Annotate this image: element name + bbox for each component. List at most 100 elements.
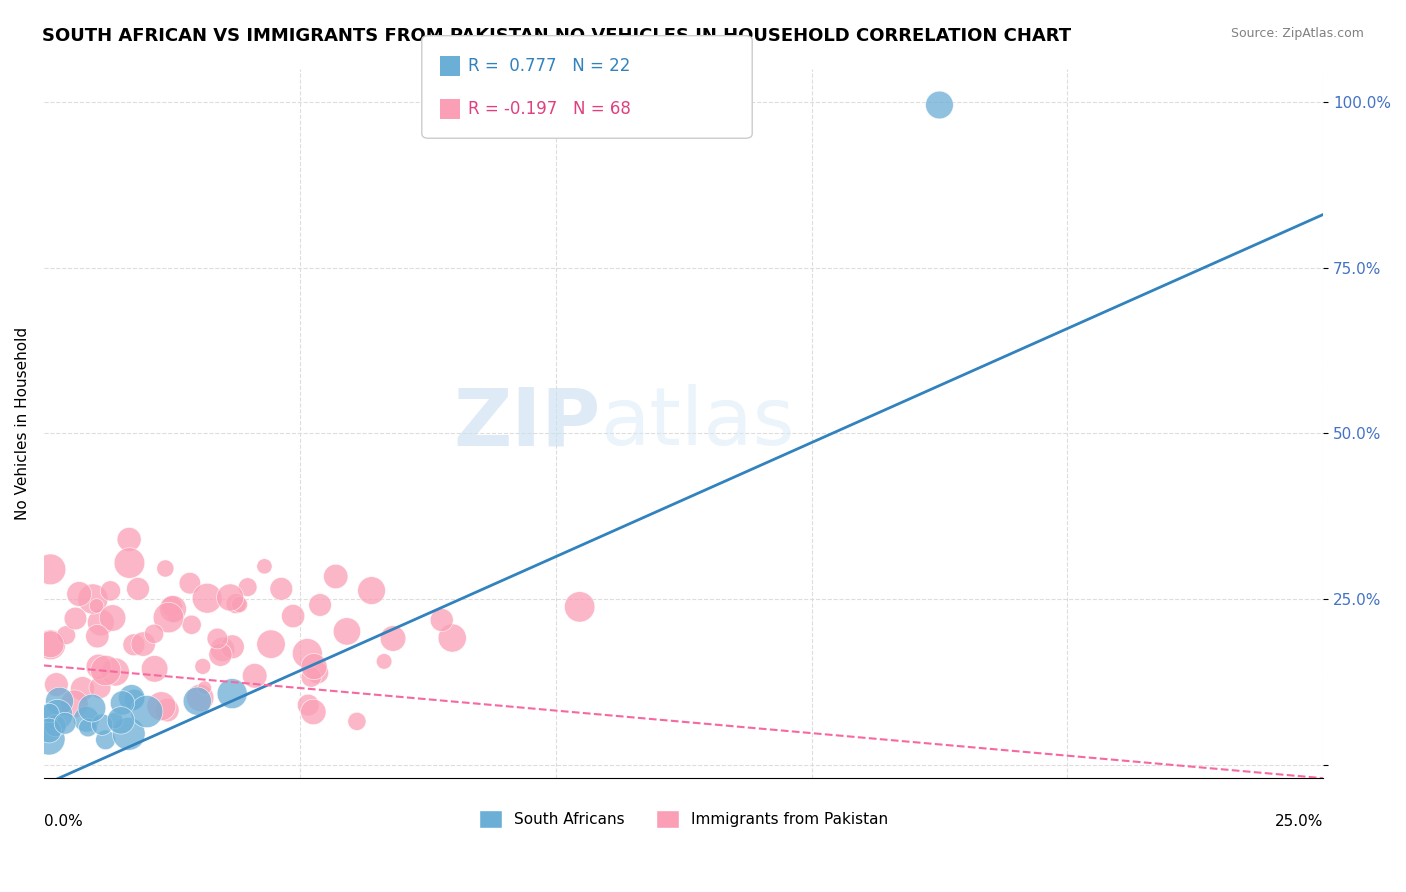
Point <box>121 690 143 705</box>
Point <box>568 599 591 614</box>
Point <box>100 583 122 598</box>
Point <box>180 617 202 632</box>
Point <box>80 701 103 715</box>
Point <box>127 582 149 596</box>
Point <box>441 631 464 645</box>
Point <box>221 687 243 701</box>
Point <box>430 613 453 627</box>
Point <box>160 599 183 614</box>
Point <box>90 615 112 630</box>
Point <box>307 665 329 680</box>
Point <box>118 727 141 741</box>
Point <box>44 719 66 733</box>
Point <box>101 611 124 625</box>
Point <box>87 659 110 673</box>
Point <box>221 640 243 654</box>
Point <box>302 705 325 719</box>
Point <box>110 714 132 728</box>
Point <box>373 654 395 668</box>
Point <box>299 670 322 684</box>
Point <box>928 98 950 112</box>
Point <box>38 731 60 746</box>
Point <box>228 598 250 612</box>
Point <box>86 629 108 643</box>
Point <box>281 609 304 624</box>
Point <box>63 697 86 711</box>
Point <box>195 591 218 606</box>
Point <box>104 665 127 679</box>
Text: 0.0%: 0.0% <box>44 814 83 829</box>
Point <box>94 664 117 678</box>
Point <box>72 681 94 696</box>
Point <box>260 637 283 651</box>
Text: atlas: atlas <box>600 384 794 462</box>
Point <box>219 591 242 605</box>
Point <box>163 607 186 622</box>
Point <box>157 610 180 624</box>
Y-axis label: No Vehicles in Household: No Vehicles in Household <box>15 326 30 520</box>
Point <box>111 696 134 710</box>
Point <box>211 642 233 657</box>
Point <box>360 583 382 598</box>
Point <box>39 638 62 652</box>
Point <box>38 723 60 738</box>
Point <box>325 569 347 583</box>
Point <box>132 637 155 651</box>
Point <box>77 721 100 735</box>
Point <box>336 624 359 639</box>
Point <box>225 597 247 611</box>
Point <box>302 659 325 673</box>
Point <box>243 669 266 683</box>
Point <box>48 694 70 708</box>
Point <box>191 659 214 673</box>
Point <box>236 580 259 594</box>
Point <box>382 632 405 646</box>
Point <box>118 556 141 570</box>
Point <box>209 648 232 662</box>
Point <box>53 716 76 731</box>
Point <box>207 632 229 646</box>
Point <box>104 714 127 728</box>
Point <box>45 677 67 691</box>
Point <box>253 559 276 574</box>
Text: ZIP: ZIP <box>453 384 600 462</box>
Point <box>124 692 146 706</box>
Point <box>143 627 166 641</box>
Point <box>309 598 332 612</box>
Point <box>150 699 173 714</box>
Legend: South Africans, Immigrants from Pakistan: South Africans, Immigrants from Pakistan <box>474 804 894 834</box>
Point <box>188 690 211 705</box>
Point <box>67 587 90 601</box>
Point <box>39 637 62 651</box>
Point <box>186 694 208 708</box>
Text: R = -0.197   N = 68: R = -0.197 N = 68 <box>468 100 631 118</box>
Point <box>270 582 292 596</box>
Point <box>65 611 87 625</box>
Point <box>297 698 319 712</box>
Point <box>82 592 104 607</box>
Point <box>122 638 145 652</box>
Point <box>39 562 62 576</box>
Point <box>162 602 184 616</box>
Point <box>297 647 319 661</box>
Point <box>91 717 114 731</box>
Text: 25.0%: 25.0% <box>1275 814 1323 829</box>
Point <box>135 705 157 719</box>
Point <box>89 681 111 695</box>
Point <box>118 533 141 547</box>
Point <box>86 599 108 613</box>
Point <box>194 681 217 695</box>
Point <box>179 576 201 591</box>
Point <box>155 561 177 575</box>
Point <box>143 662 166 676</box>
Text: Source: ZipAtlas.com: Source: ZipAtlas.com <box>1230 27 1364 40</box>
Text: SOUTH AFRICAN VS IMMIGRANTS FROM PAKISTAN NO VEHICLES IN HOUSEHOLD CORRELATION C: SOUTH AFRICAN VS IMMIGRANTS FROM PAKISTA… <box>42 27 1071 45</box>
Point <box>38 706 60 720</box>
Point <box>94 732 117 747</box>
Point <box>156 703 179 717</box>
Point <box>46 707 69 722</box>
Point <box>75 712 97 726</box>
Text: R =  0.777   N = 22: R = 0.777 N = 22 <box>468 57 630 75</box>
Point <box>346 714 368 729</box>
Point <box>55 628 77 642</box>
